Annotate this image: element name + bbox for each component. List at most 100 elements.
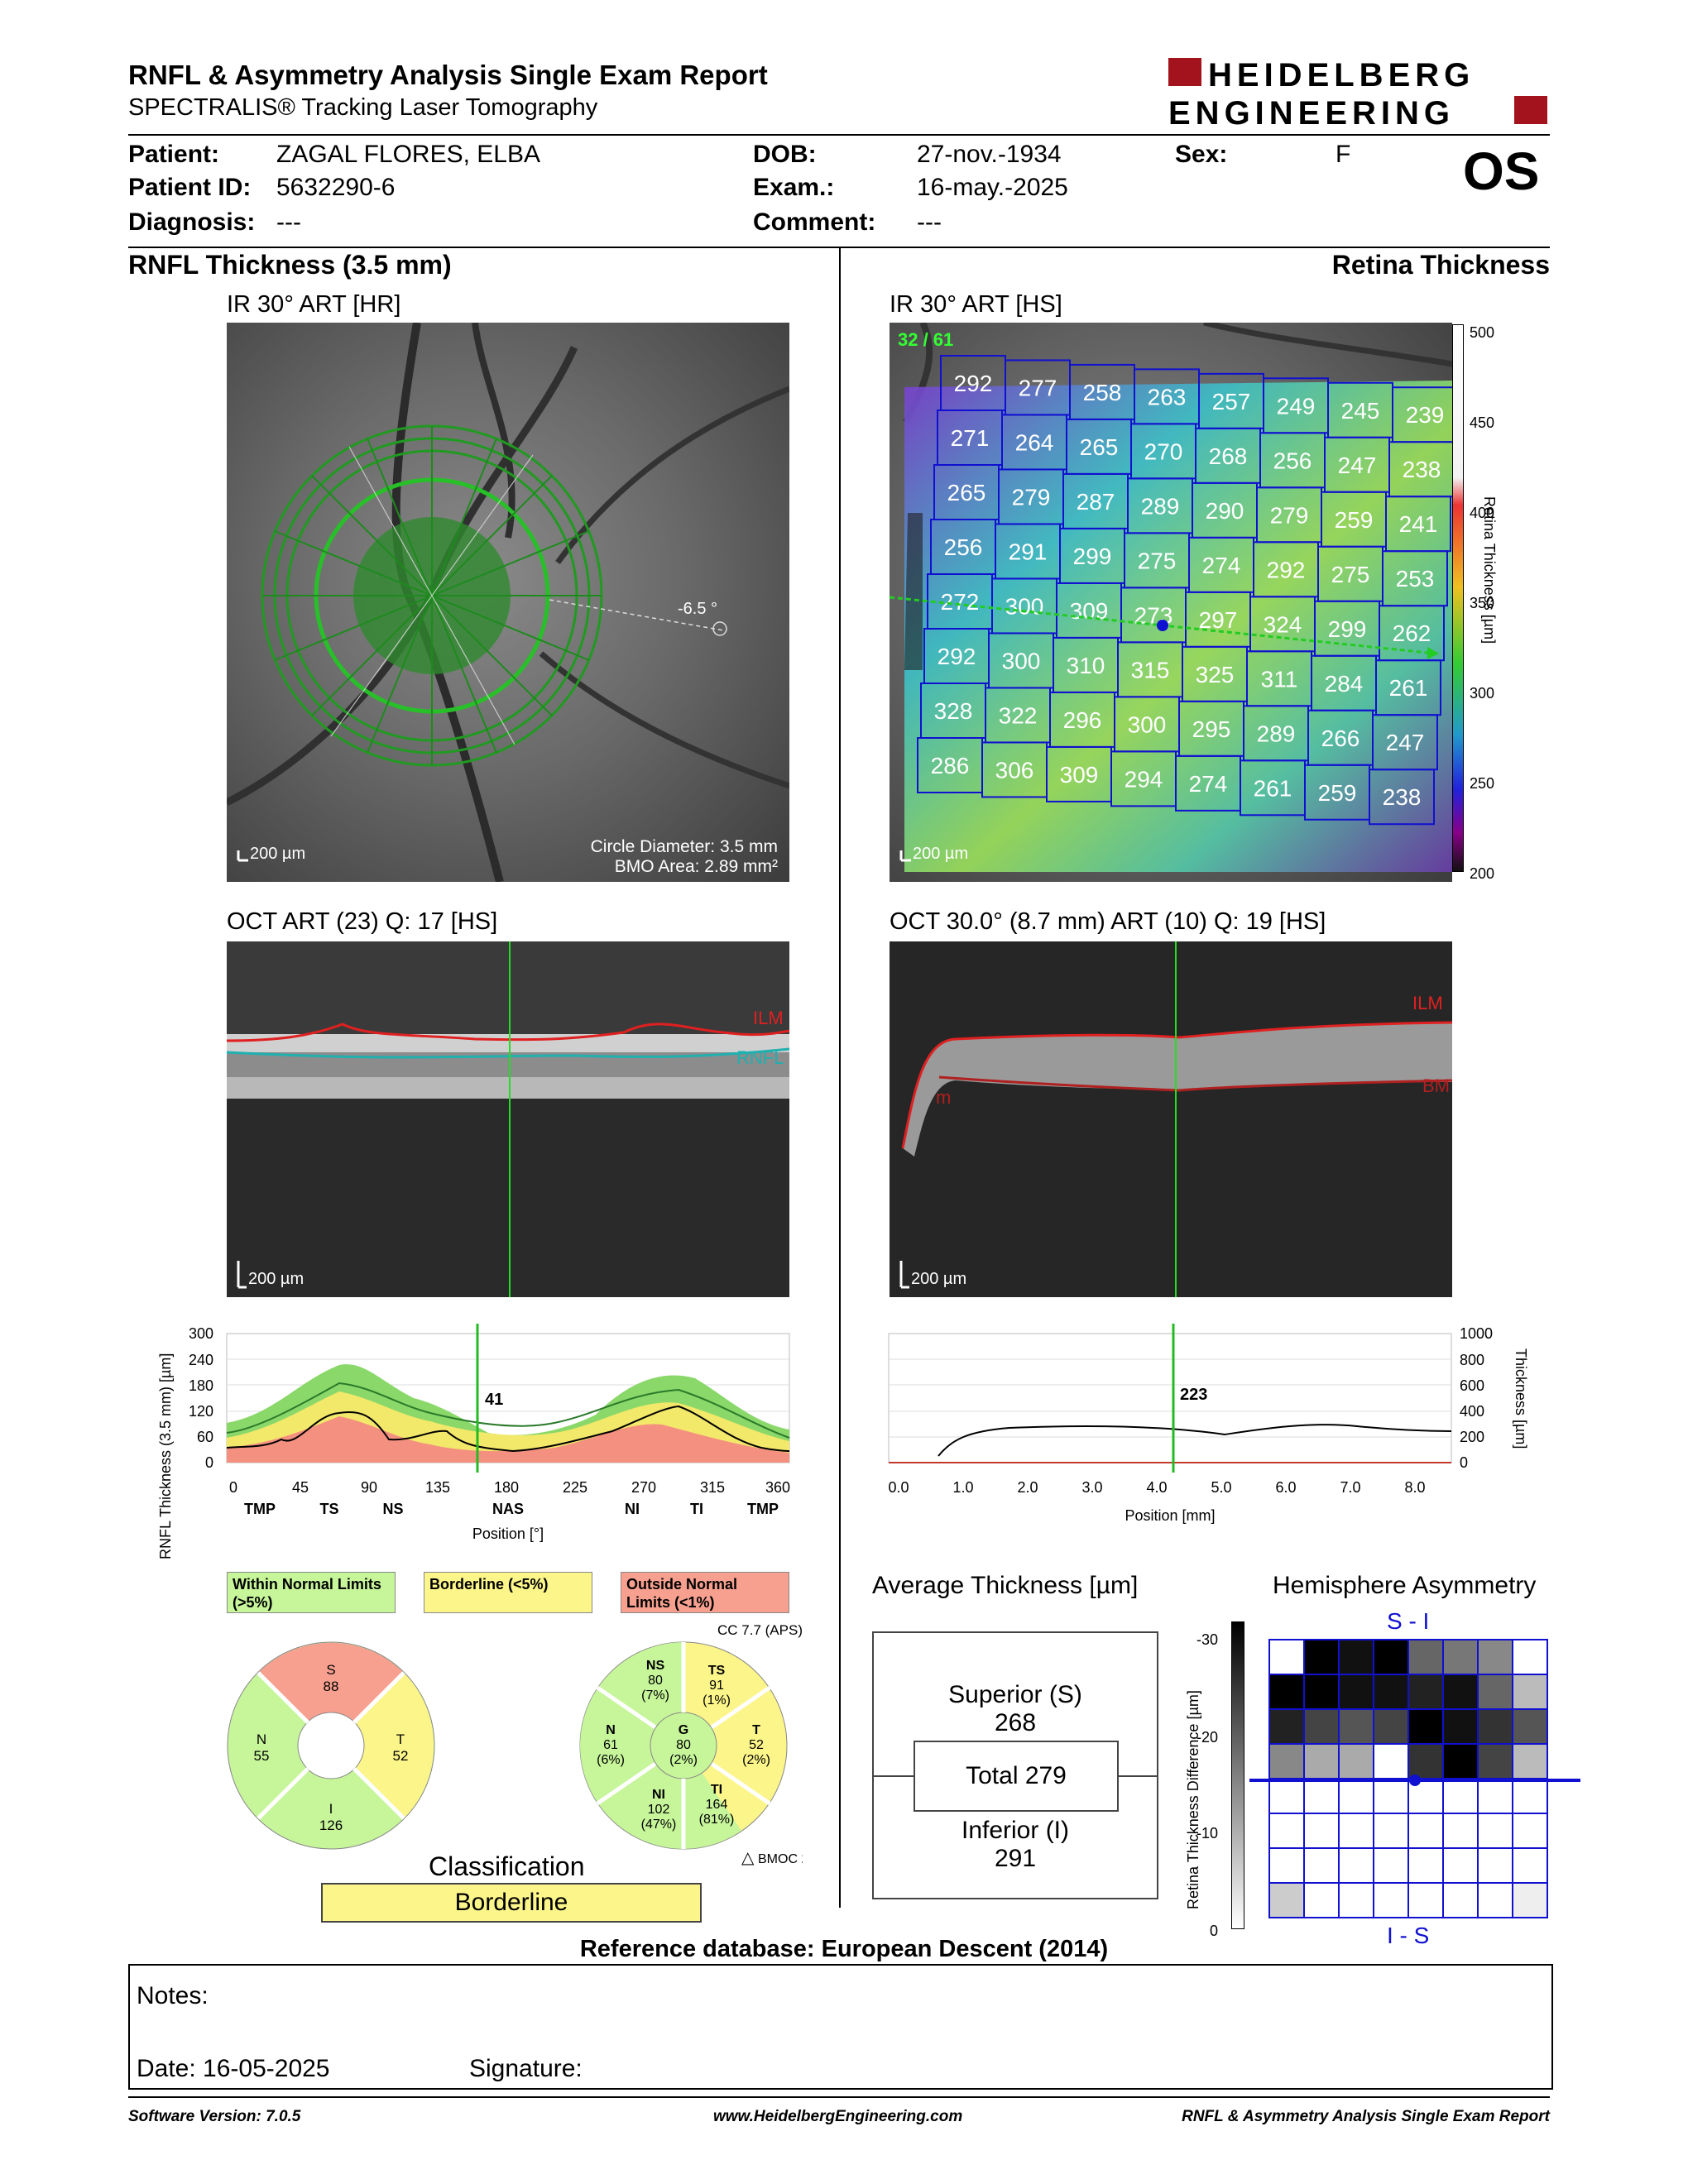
sector-t6-pct: (2%)	[742, 1753, 770, 1767]
rnfl-graph-xlabel: Position [°]	[472, 1525, 544, 1542]
asym-cell	[1477, 1708, 1513, 1745]
asym-cell	[1268, 1743, 1305, 1779]
notes-date: Date: 16-05-2025	[137, 2055, 330, 2082]
asym-cell	[1512, 1847, 1548, 1884]
classification-label: Classification	[429, 1851, 585, 1881]
colorbar-tick: 500	[1470, 324, 1495, 341]
asym-cell	[1407, 1743, 1444, 1779]
asym-cell	[1442, 1674, 1479, 1710]
x-tick: 0	[229, 1479, 237, 1496]
oct-scale-left: 200 µm	[248, 1270, 304, 1288]
grid-cell-value: 239	[1406, 402, 1445, 428]
y-tick: 240	[189, 1352, 213, 1368]
asym-cell	[1477, 1813, 1513, 1849]
grid-cell-value: 300	[1128, 711, 1167, 737]
patient-id: 5632290-6	[276, 174, 396, 201]
report-subtitle: SPECTRALIS® Tracking Laser Tomography	[128, 94, 598, 121]
asym-cell	[1407, 1708, 1444, 1745]
asym-colorbar	[1231, 1621, 1244, 1929]
grid-cell-value: 256	[1273, 448, 1312, 473]
footer-report-name: RNFL & Asymmetry Analysis Single Exam Re…	[1182, 2108, 1550, 2125]
legend-borderline: Borderline (<5%)	[424, 1572, 592, 1613]
inferior-value: 291	[994, 1845, 1037, 1872]
asym-cell	[1442, 1847, 1479, 1884]
dob-label: DOB:	[753, 141, 817, 168]
y-tick: 0	[1460, 1454, 1468, 1471]
sector-i-value: 126	[319, 1818, 343, 1833]
header-rule	[128, 134, 1550, 136]
asym-cell	[1303, 1882, 1340, 1918]
x-tick: 135	[425, 1479, 450, 1496]
grid-cell-value: 264	[1015, 429, 1054, 455]
grid-cell-value: 287	[1077, 489, 1115, 515]
x-tick: 3.0	[1081, 1479, 1102, 1496]
asym-cell	[1268, 1882, 1305, 1918]
rnfl-section-title: RNFL Thickness (3.5 mm)	[128, 250, 452, 280]
y-tick: 180	[189, 1377, 213, 1394]
x-tick: 5.0	[1211, 1479, 1231, 1496]
onh-scan-overlay: -6.5 ° 200 µm Circle Diameter: 3.5 mm BM…	[227, 323, 789, 882]
grid-cell-value: 277	[1019, 375, 1057, 400]
asym-cell	[1373, 1708, 1409, 1745]
asym-cell	[1512, 1778, 1548, 1814]
grid-cell-value: 279	[1012, 484, 1051, 510]
asym-cell	[1338, 1778, 1374, 1814]
asym-cell	[1407, 1674, 1444, 1710]
bm-label-right: BM	[1422, 1075, 1450, 1096]
website[interactable]: www.HeidelbergEngineering.com	[713, 2108, 963, 2125]
sector-label: TMP	[747, 1501, 779, 1517]
asym-cell	[1442, 1639, 1479, 1675]
x-tick: 45	[292, 1479, 309, 1496]
patient-name: ZAGAL FLORES, ELBA	[276, 141, 540, 168]
legend-outside: Outside Normal Limits (<1%)	[621, 1572, 789, 1613]
oct-label-left: OCT ART (23) Q: 17 [HS]	[227, 908, 498, 935]
asym-cell	[1442, 1813, 1479, 1849]
retina-cursor-value: 223	[1180, 1386, 1207, 1404]
thickness-grid: 292 277 258 263 257 249 245 239 271 264 265 270 268 2…	[917, 355, 1452, 826]
rnfl-label-left: RNFL	[736, 1047, 784, 1068]
y-tick: 60	[197, 1429, 213, 1445]
asym-cell	[1477, 1639, 1513, 1675]
classification-result: Borderline	[321, 1883, 702, 1923]
asym-cell	[1442, 1743, 1479, 1779]
sector-t6-label: T	[752, 1723, 760, 1737]
logo-line1: HEIDELBERG	[1208, 57, 1475, 93]
sector-s-label: S	[326, 1662, 335, 1678]
asym-cell	[1338, 1813, 1374, 1849]
y-tick: 120	[189, 1403, 213, 1420]
svg-text:△: △	[741, 1849, 755, 1867]
patient-label: Patient:	[128, 141, 220, 168]
notes-box[interactable]: Notes: Date: 16-05-2025 Signature:	[128, 1964, 1553, 2090]
asym-title: Hemisphere Asymmetry	[1273, 1572, 1537, 1599]
x-tick: 90	[361, 1479, 377, 1496]
asym-cell	[1442, 1708, 1479, 1745]
sector-ts-pct: (1%)	[703, 1693, 731, 1707]
grid-cell-value: 311	[1261, 666, 1298, 692]
asym-cell	[1407, 1813, 1444, 1849]
avg-thickness-box: Superior (S) 268 Total 279 Inferior (I) …	[872, 1631, 1158, 1899]
grid-cell-value: 309	[1060, 762, 1099, 788]
x-tick: 4.0	[1146, 1479, 1167, 1496]
asym-bottom-label: I - S	[1387, 1923, 1430, 1948]
sector-label: TS	[319, 1501, 338, 1517]
colorbar-tick: 250	[1470, 775, 1495, 792]
ir-scale-left: 200 µm	[250, 845, 305, 863]
grid-cell-value: 262	[1393, 620, 1431, 646]
center-divider	[839, 248, 841, 1908]
asym-tick: -30	[1196, 1631, 1219, 1648]
sector-label: TI	[690, 1501, 703, 1517]
retina-map-overlay: 32 / 61 292 277 258 263 257 249 245 239 271 264 26…	[890, 323, 1452, 872]
comment-label: Comment:	[753, 208, 876, 236]
x-tick: 7.0	[1340, 1479, 1360, 1496]
ilm-label-right: ILM	[1412, 993, 1443, 1013]
asym-cell	[1512, 1674, 1548, 1710]
x-tick: 0.0	[888, 1479, 909, 1496]
grid-cell-value: 249	[1277, 393, 1316, 419]
asym-cell	[1373, 1674, 1409, 1710]
grid-cell-value: 309	[1070, 598, 1109, 624]
asym-top-label: S - I	[1387, 1608, 1430, 1634]
x-tick: 270	[631, 1479, 656, 1496]
retina-section-title: Retina Thickness	[1331, 250, 1550, 280]
grid-cell-value: 292	[954, 371, 993, 396]
asym-cell	[1338, 1639, 1374, 1675]
